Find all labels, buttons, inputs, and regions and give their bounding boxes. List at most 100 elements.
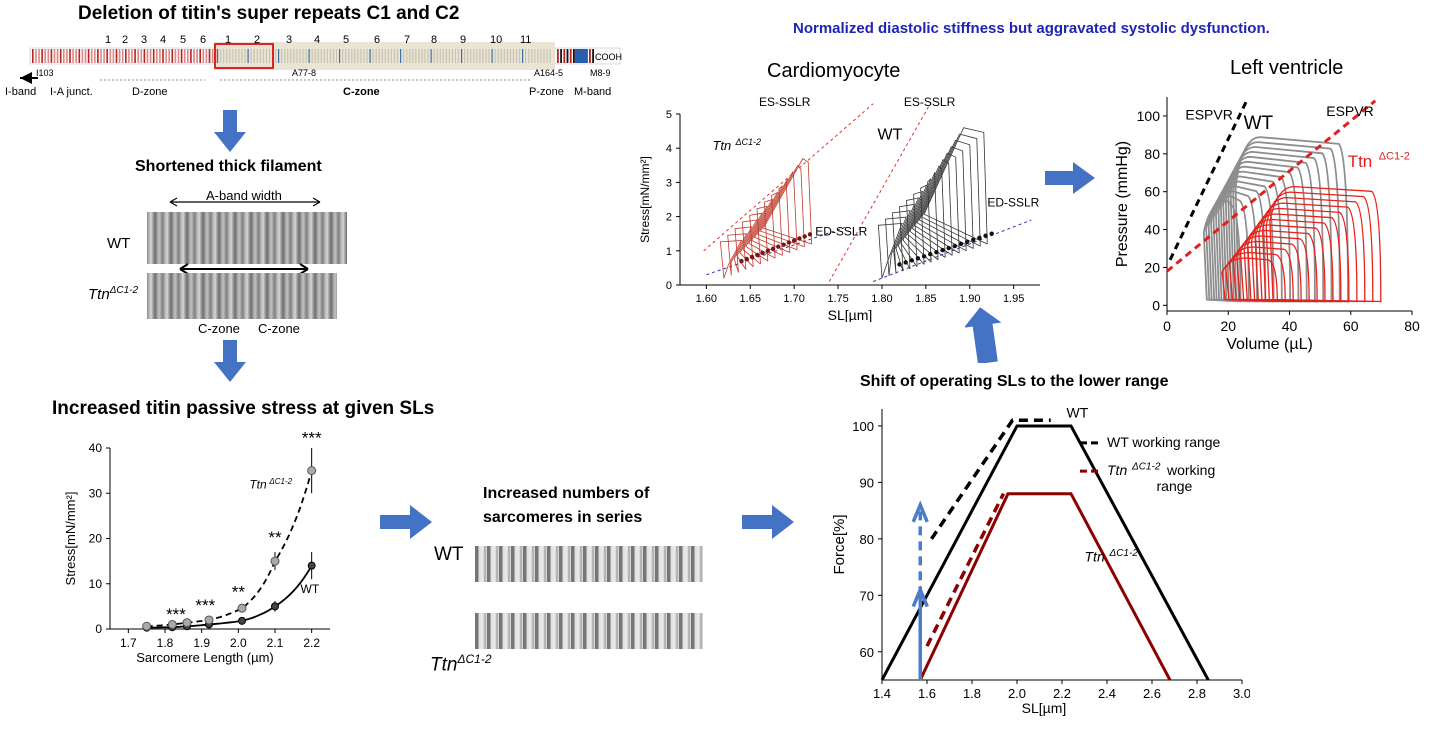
shortened-title: Shortened thick filament: [135, 158, 322, 175]
zone-m: M-band: [574, 86, 612, 98]
y-tick-label: 60: [1144, 184, 1160, 200]
titin-domain-stripe: [159, 49, 161, 63]
titin-domain-stripe: [162, 49, 164, 63]
ko-label-sup: ΔC1-2: [1109, 548, 1139, 559]
cardiomyocyte-chart: 0 1 2 3 4 5 1.60 1.65 1.70 1.75 1.80 1.85 1.90 1.95 St…: [638, 95, 1040, 322]
sarc-ko-label: TtnΔC1-2: [430, 652, 492, 676]
wt-stress-loop: [877, 222, 903, 279]
titin-domain-stripe: [448, 49, 450, 63]
titin-domain-stripe: [47, 49, 50, 63]
titin-domain-stripe: [573, 49, 575, 63]
ko-pv-loop: [1243, 224, 1326, 303]
y-tick-label: 80: [1144, 146, 1160, 162]
titin-domain-stripe: [518, 49, 521, 63]
x-tick-label: 20: [1220, 318, 1236, 334]
ko-passive-curve: [146, 470, 313, 628]
titin-domain-stripe: [287, 49, 289, 63]
wt-stress-loop: [885, 216, 907, 276]
titin-domain-stripe: [156, 49, 158, 63]
ko-ed-sslr-line: [706, 226, 847, 276]
x-tick-label: 1.70: [783, 293, 804, 305]
arrow-right-icon: [1045, 162, 1095, 194]
titin-domain-stripe: [199, 49, 201, 63]
titin-domain-stripe: [433, 49, 435, 63]
titin-domain-stripe: [363, 49, 365, 63]
titin-domain-stripe: [381, 49, 383, 63]
ko-pv-loop: [1239, 229, 1318, 303]
titin-domain-stripe: [290, 49, 292, 63]
ko-ed-point: [749, 254, 755, 260]
ko-stress-loop: [719, 240, 743, 279]
titin-domain-stripe: [238, 49, 240, 63]
titin-domain-stripe: [78, 49, 81, 63]
y-tick-label: 30: [89, 486, 103, 500]
wt-working-range: [930, 418, 1051, 540]
titin-domain-stripe: [589, 49, 591, 63]
titin-domain-stripe: [476, 49, 478, 63]
wt-ed-point: [983, 233, 988, 238]
aband-width-arrow: [169, 197, 321, 207]
titin-domain-stripe: [563, 49, 566, 63]
wt-ed-point: [903, 260, 908, 265]
super-repeat-number: 3: [286, 34, 292, 46]
titin-domain-stripe: [131, 49, 133, 63]
y-tick-label: 100: [852, 419, 874, 434]
titin-domain-stripe: [94, 49, 96, 63]
y-tick-label: 90: [860, 475, 874, 490]
ko-data-point: [167, 619, 177, 629]
ko-ed-point: [755, 252, 760, 258]
ko-stress-loop: [739, 212, 763, 268]
super-repeat-number: 5: [180, 34, 186, 46]
titin-domain-stripe: [165, 49, 167, 63]
titin-domain-stripe: [509, 49, 511, 63]
wt-ed-point: [964, 239, 970, 245]
titin-domain-stripe: [32, 49, 34, 63]
x-tick-label: 2.4: [1098, 686, 1116, 701]
ko-stress-loop: [762, 157, 813, 245]
ko-label: Ttn: [1085, 548, 1105, 564]
ko-label: Ttn: [1348, 152, 1373, 171]
titin-domain-stripe: [522, 49, 524, 63]
significance-star: ***: [302, 430, 322, 447]
zone-c: C-zone: [343, 86, 380, 98]
titin-domain-stripe: [332, 49, 335, 63]
cardiomyocyte-title: Cardiomyocyte: [767, 60, 901, 82]
titin-domain-stripe: [557, 49, 559, 63]
y-tick-label: 20: [89, 532, 103, 546]
mark-a164: A164-5: [534, 68, 563, 78]
wt-stress-loop: [904, 178, 932, 263]
super-repeat-number: 7: [404, 34, 410, 46]
deletion-title: Deletion of titin's super repeats C1 and…: [78, 3, 460, 24]
wt-pv-loop: [1232, 141, 1341, 303]
titin-domain-stripe: [467, 49, 469, 63]
ko-stress-loop: [751, 185, 783, 256]
super-repeat-number: 6: [374, 34, 380, 46]
x-tick-label: 1.7: [120, 636, 137, 650]
titin-domain-stripe: [81, 49, 84, 63]
titin-domain-stripe: [506, 49, 508, 63]
super-repeat-number: 3: [141, 34, 147, 46]
x-tick-label: 1.85: [915, 293, 936, 305]
titin-domain-stripe: [415, 49, 417, 63]
wt-force-line: [880, 424, 1210, 681]
ko-data-point: [270, 556, 280, 566]
ko-pv-loop: [1236, 235, 1310, 303]
titin-domain-stripe: [494, 49, 496, 63]
titin-domain-stripe: [485, 49, 487, 63]
titin-domain-stripe: [265, 49, 267, 63]
titin-domain-stripe: [72, 49, 74, 63]
titin-domain-stripe: [326, 49, 328, 63]
super-repeat-number: 2: [254, 34, 260, 46]
ko-ed-point: [791, 238, 797, 243]
titin-domain-stripe: [205, 49, 208, 63]
titin-domain-stripe: [384, 49, 386, 63]
wt-stress-loop: [907, 172, 939, 261]
titin-domain-stripe: [146, 49, 149, 63]
titin-domain-stripe: [226, 49, 228, 63]
titin-domain-stripe: [409, 49, 411, 63]
titin-domain-stripe: [174, 49, 177, 63]
wt-curve-label: WT: [301, 582, 320, 596]
ko-ed-point: [807, 232, 813, 237]
titin-domain-stripe: [66, 49, 68, 63]
titin-domain-stripe: [44, 49, 46, 63]
